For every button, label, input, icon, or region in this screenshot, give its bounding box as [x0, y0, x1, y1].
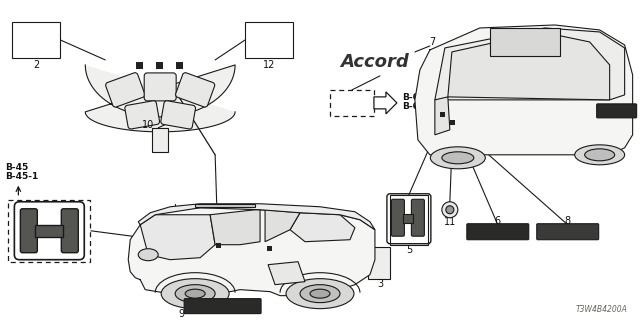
FancyBboxPatch shape: [144, 73, 176, 101]
Text: Accord: Accord: [340, 53, 410, 71]
Bar: [195, 204, 255, 207]
Ellipse shape: [575, 145, 625, 165]
Text: 10: 10: [142, 120, 154, 130]
Text: B-45: B-45: [5, 163, 29, 172]
Bar: [267, 246, 272, 251]
Bar: [136, 62, 143, 69]
Text: ACCORD: ACCORD: [553, 229, 582, 234]
Text: 9: 9: [625, 95, 630, 105]
Polygon shape: [415, 25, 632, 155]
Polygon shape: [128, 208, 375, 296]
Bar: [403, 214, 413, 223]
Text: B-45-1: B-45-1: [5, 172, 38, 181]
Text: 11: 11: [444, 217, 456, 227]
Text: HYBRID: HYBRID: [484, 229, 511, 234]
Bar: [8, 200, 90, 262]
FancyBboxPatch shape: [537, 224, 598, 240]
Polygon shape: [435, 28, 625, 100]
FancyBboxPatch shape: [20, 209, 37, 253]
Ellipse shape: [175, 285, 215, 303]
Bar: [12, 22, 60, 58]
Polygon shape: [140, 215, 215, 260]
Bar: [450, 120, 455, 125]
FancyBboxPatch shape: [125, 101, 159, 129]
Text: 7: 7: [429, 37, 435, 47]
Bar: [176, 62, 183, 69]
Text: 4: 4: [299, 280, 305, 290]
Circle shape: [442, 202, 458, 218]
Polygon shape: [448, 32, 610, 100]
FancyBboxPatch shape: [161, 101, 196, 129]
Polygon shape: [265, 210, 300, 242]
Polygon shape: [85, 65, 235, 132]
Bar: [152, 128, 168, 152]
FancyBboxPatch shape: [184, 299, 261, 314]
Bar: [440, 112, 445, 117]
Ellipse shape: [442, 152, 474, 164]
Polygon shape: [435, 97, 450, 135]
Bar: [368, 247, 390, 279]
FancyBboxPatch shape: [106, 73, 145, 107]
Polygon shape: [374, 92, 397, 114]
Bar: [490, 28, 560, 56]
Text: T3W4B4200A: T3W4B4200A: [576, 305, 628, 314]
Ellipse shape: [161, 279, 229, 308]
Text: 12: 12: [263, 60, 275, 70]
Text: 9: 9: [178, 308, 184, 319]
Bar: [390, 195, 428, 245]
Text: 8: 8: [564, 216, 571, 226]
Text: B-60: B-60: [402, 93, 425, 102]
Bar: [330, 90, 374, 116]
Polygon shape: [290, 213, 355, 242]
FancyBboxPatch shape: [392, 199, 404, 236]
Bar: [245, 22, 293, 58]
Ellipse shape: [185, 289, 205, 298]
Polygon shape: [138, 204, 375, 230]
Text: B-60-1: B-60-1: [402, 102, 435, 111]
Ellipse shape: [310, 289, 330, 298]
Text: 3: 3: [377, 279, 383, 289]
Text: 6: 6: [495, 216, 501, 226]
Ellipse shape: [430, 147, 485, 169]
FancyBboxPatch shape: [61, 209, 78, 253]
Text: 5: 5: [406, 245, 412, 255]
FancyBboxPatch shape: [467, 224, 529, 240]
FancyBboxPatch shape: [596, 104, 637, 118]
Ellipse shape: [300, 285, 340, 303]
Ellipse shape: [138, 249, 158, 261]
Circle shape: [446, 206, 454, 214]
Ellipse shape: [286, 279, 354, 308]
Polygon shape: [268, 262, 305, 285]
Bar: [216, 243, 221, 248]
Bar: [156, 62, 163, 69]
FancyBboxPatch shape: [412, 199, 424, 236]
Text: 2: 2: [33, 60, 40, 70]
Ellipse shape: [585, 149, 614, 161]
Text: HYBRID: HYBRID: [207, 304, 237, 310]
Text: HYBRID: HYBRID: [605, 108, 628, 113]
FancyBboxPatch shape: [175, 73, 215, 107]
Polygon shape: [210, 210, 260, 245]
Bar: [35, 225, 63, 237]
